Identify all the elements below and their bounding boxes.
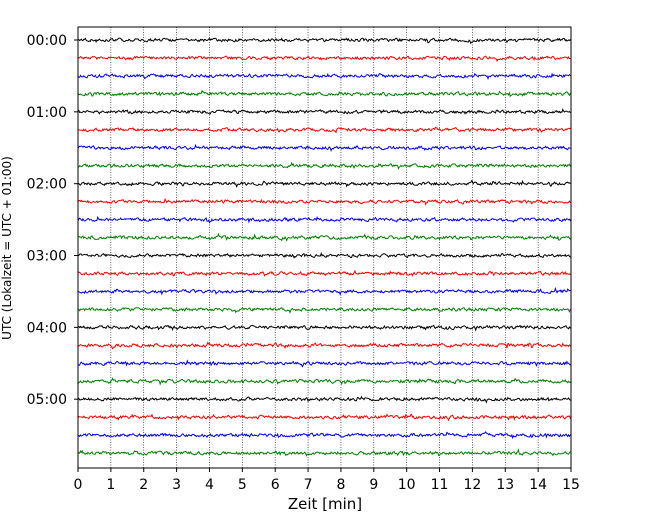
- trace-0130: [77, 143, 572, 152]
- trace-0000: [78, 37, 572, 45]
- y-tick-label: 04:00: [27, 320, 67, 336]
- plot-frame: [77, 26, 572, 469]
- trace-0100: [77, 108, 572, 115]
- x-tick-label: 13: [496, 477, 514, 493]
- trace-0315: [77, 269, 572, 277]
- trace-0230: [77, 215, 572, 224]
- trace-0345: [77, 307, 572, 314]
- trace-0400: [77, 324, 572, 332]
- trace-0030: [77, 72, 572, 81]
- y-axis-ticks: 00:00 01:00 02:00 03:00 04:00 05:00: [27, 33, 78, 408]
- y-tick-label: 00:00: [27, 33, 67, 49]
- x-tick-label: 1: [106, 477, 115, 493]
- x-tick-label: 6: [271, 477, 280, 493]
- x-tick-label: 15: [562, 477, 580, 493]
- x-axis-ticks: 0 1 2 3 4 5 6 7 8 9 10 11 12 13 14 15: [74, 468, 580, 493]
- y-tick-label: 01:00: [27, 105, 67, 121]
- trace-0015: [77, 55, 572, 63]
- trace-0430: [77, 359, 572, 368]
- x-tick-label: 4: [205, 477, 214, 493]
- x-tick-label: 5: [238, 477, 247, 493]
- trace-0500: [77, 395, 572, 404]
- seismic-traces: [77, 37, 572, 457]
- trace-0545: [77, 448, 572, 457]
- trace-0245: [77, 232, 572, 242]
- x-tick-label: 11: [431, 477, 449, 493]
- trace-0330: [77, 286, 572, 296]
- y-axis-label: UTC (Lokalzeit = UTC + 01:00): [0, 156, 14, 340]
- x-tick-label: 2: [139, 477, 148, 493]
- trace-0445: [77, 377, 572, 386]
- trace-0045: [77, 89, 572, 98]
- x-axis-label: Zeit [min]: [288, 495, 362, 513]
- x-tick-label: 9: [369, 477, 378, 493]
- gridlines: [110, 27, 539, 468]
- trace-0200: [77, 179, 572, 188]
- x-tick-label: 10: [398, 477, 416, 493]
- x-tick-label: 8: [336, 477, 345, 493]
- x-tick-label: 14: [529, 477, 547, 493]
- trace-0115: [77, 126, 572, 134]
- trace-0415: [77, 341, 572, 350]
- trace-0145: [77, 161, 572, 170]
- x-tick-label: 3: [172, 477, 181, 493]
- x-tick-label: 7: [304, 477, 313, 493]
- trace-0300: [77, 251, 572, 259]
- x-tick-label: 0: [74, 477, 83, 493]
- y-tick-label: 02:00: [27, 177, 67, 193]
- y-tick-label: 03:00: [27, 249, 67, 265]
- trace-0530: [77, 431, 572, 440]
- trace-0515: [77, 413, 572, 422]
- y-tick-label: 05:00: [27, 392, 67, 408]
- x-tick-label: 12: [463, 477, 481, 493]
- trace-0215: [77, 197, 572, 206]
